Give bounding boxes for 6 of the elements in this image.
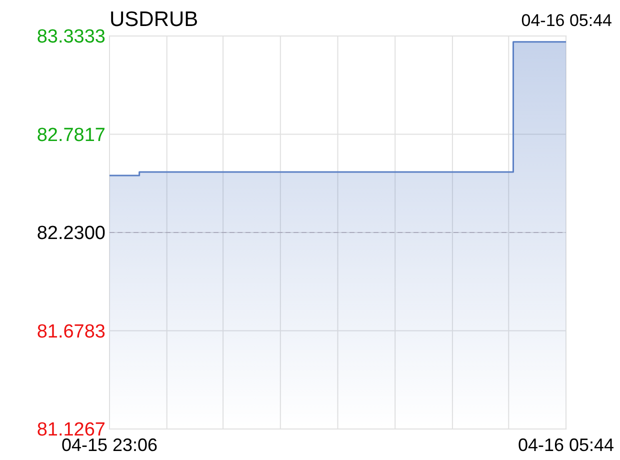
y-tick-label: 82.2300 — [36, 223, 106, 244]
text: 04-16 05:44 — [521, 11, 612, 30]
y-tick-label: 81.6783 — [36, 321, 106, 342]
y-tick-label: 83.3333 — [36, 26, 106, 48]
y-tick-label: 82.7817 — [36, 124, 106, 146]
chart-title: USDRUB — [110, 8, 198, 31]
